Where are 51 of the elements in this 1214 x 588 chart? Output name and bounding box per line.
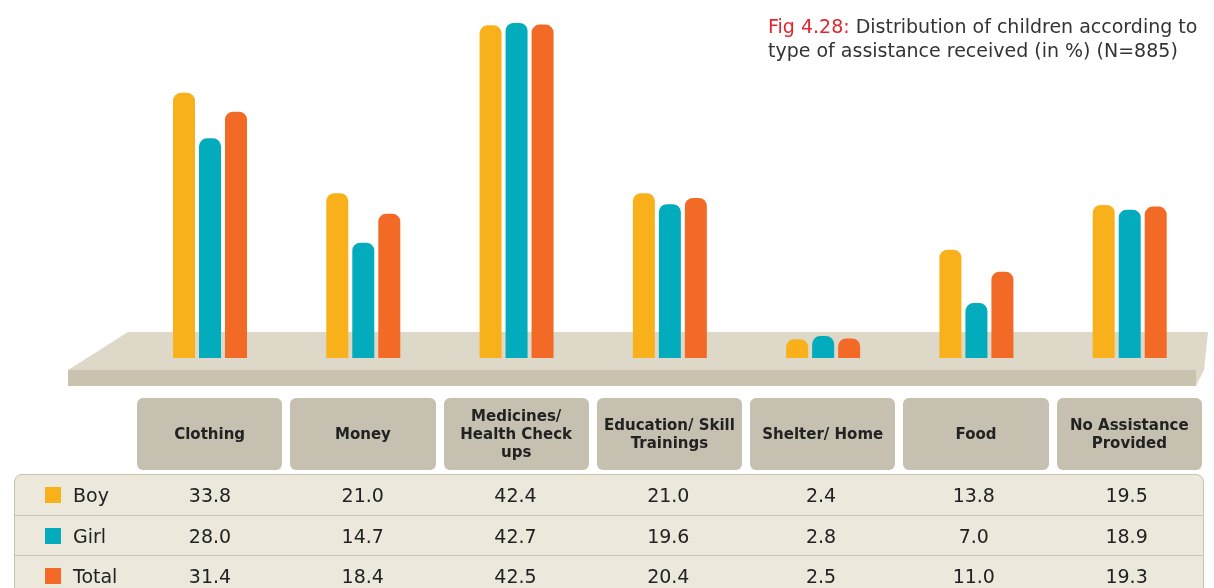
bar — [352, 242, 375, 358]
bar — [199, 138, 221, 358]
x-tick-label: Food — [903, 398, 1049, 470]
data-label: 2.5 — [804, 565, 838, 587]
bar — [684, 197, 707, 358]
bar — [991, 271, 1014, 358]
data-label: 33.8 — [187, 484, 233, 506]
bar — [173, 92, 195, 358]
data-label: 28.0 — [187, 525, 233, 547]
bar — [939, 249, 962, 358]
data-label: 19.5 — [1104, 484, 1149, 506]
x-tick-label: Money — [290, 398, 436, 470]
legend-label: Boy — [72, 484, 110, 506]
bar — [1092, 205, 1115, 358]
bar — [225, 111, 247, 358]
x-tick-label: Education/ Skill Trainings — [596, 398, 743, 470]
bar — [326, 193, 349, 358]
data-label: 14.7 — [340, 525, 385, 547]
data-label: 42.7 — [493, 525, 538, 547]
data-label: 20.4 — [646, 565, 691, 587]
data-label: 13.8 — [951, 484, 996, 506]
data-label: 18.9 — [1104, 525, 1149, 547]
bar — [632, 193, 655, 358]
bar — [531, 24, 554, 358]
data-label: 2.4 — [804, 484, 838, 506]
x-tick-label: Shelter/ Home — [750, 398, 896, 470]
data-label: 21.0 — [340, 484, 385, 506]
bar — [1118, 209, 1141, 358]
bar — [1144, 206, 1167, 358]
data-label: 19.6 — [646, 525, 691, 547]
data-label: 11.0 — [951, 565, 996, 587]
x-tick-label: Medicines/ Health Check ups — [443, 398, 589, 470]
bar — [965, 303, 988, 358]
bar — [505, 23, 528, 358]
chart-title: Fig 4.28: Distribution of children according to type of assistance received (in %) (N=885) — [768, 14, 1198, 62]
data-label: 21.0 — [646, 484, 691, 506]
legend-label: Girl — [72, 525, 108, 547]
x-tick-label: Clothing — [137, 398, 283, 470]
data-label: 7.0 — [957, 525, 990, 547]
data-label: 31.4 — [187, 565, 233, 587]
data-label: 42.5 — [493, 565, 538, 587]
data-label: 18.4 — [340, 565, 385, 587]
bar — [479, 25, 502, 358]
bar — [658, 204, 681, 358]
data-label: 19.3 — [1104, 565, 1149, 587]
legend-label: Total — [72, 565, 119, 587]
data-label: 2.8 — [804, 525, 838, 547]
data-label: 42.4 — [493, 484, 538, 506]
bar — [812, 336, 835, 358]
bar — [378, 213, 401, 358]
x-tick-label: No Assistance Provided — [1056, 398, 1202, 470]
